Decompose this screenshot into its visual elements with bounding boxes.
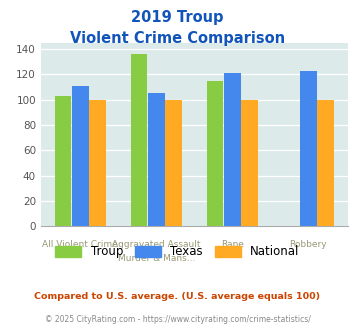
Text: © 2025 CityRating.com - https://www.cityrating.com/crime-statistics/: © 2025 CityRating.com - https://www.city… <box>45 315 310 324</box>
Bar <box>241 100 258 226</box>
Bar <box>224 73 241 226</box>
Bar <box>131 54 147 226</box>
Text: Murder & Mans...: Murder & Mans... <box>118 254 195 263</box>
Text: Violent Crime Comparison: Violent Crime Comparison <box>70 31 285 46</box>
Text: Aggravated Assault: Aggravated Assault <box>112 240 201 249</box>
Text: Rape: Rape <box>221 240 244 249</box>
Text: 2019 Troup: 2019 Troup <box>131 10 224 25</box>
Bar <box>207 81 223 226</box>
Bar <box>55 96 71 226</box>
Bar <box>148 93 165 226</box>
Bar <box>89 100 106 226</box>
Text: All Violent Crime: All Violent Crime <box>43 240 118 249</box>
Text: Compared to U.S. average. (U.S. average equals 100): Compared to U.S. average. (U.S. average … <box>34 292 321 301</box>
Text: Robbery: Robbery <box>290 240 327 249</box>
Bar <box>317 100 334 226</box>
Legend: Troup, Texas, National: Troup, Texas, National <box>51 241 304 263</box>
Bar <box>72 86 89 226</box>
Bar <box>165 100 182 226</box>
Bar <box>300 71 317 226</box>
